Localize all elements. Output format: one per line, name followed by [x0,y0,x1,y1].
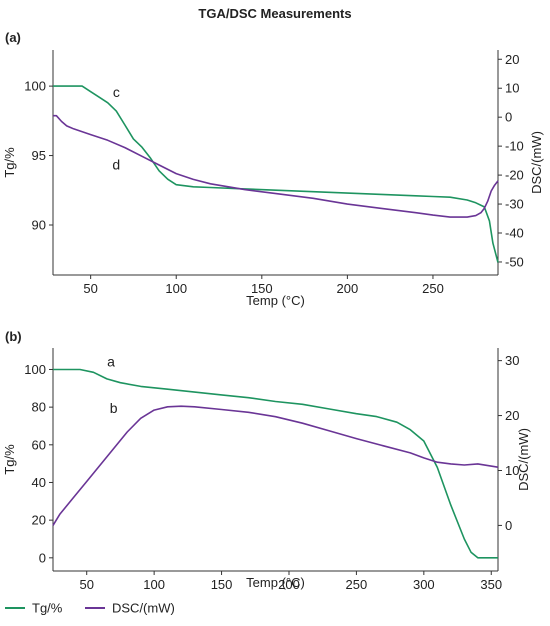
x-tick-label: 150 [251,281,273,296]
x-tick-label: 150 [211,577,233,592]
x-tick-label: 250 [422,281,444,296]
legend-label: DSC/(mW) [112,601,175,616]
y2-axis-label: DSC/(mW) [516,428,531,491]
x-axis-label: Temp (°C) [246,575,305,590]
x-axis-label: Temp (°C) [246,293,305,308]
y2-tick-label: -20 [505,168,524,183]
y2-tick-label: -10 [505,139,524,154]
x-tick-label: 50 [79,577,93,592]
x-tick-label: 100 [165,281,187,296]
y2-tick-label: 20 [505,408,519,423]
y2-tick-label: -50 [505,254,524,269]
curve-label: b [110,400,118,416]
series-line-dsc [53,114,499,218]
panel-label: (a) [5,30,21,45]
chart-title: TGA/DSC Measurements [198,6,352,21]
x-tick-label: 200 [337,281,359,296]
x-tick-label: 250 [346,577,368,592]
series-line-tg [53,85,499,263]
y2-tick-label: 10 [505,463,519,478]
y2-tick-label: -40 [505,226,524,241]
y2-tick-label: 10 [505,81,519,96]
y-tick-label: 40 [32,475,46,490]
y-tick-label: 0 [39,550,46,565]
y2-tick-label: 0 [505,110,512,125]
x-tick-label: 350 [480,577,502,592]
series-line-tg [53,368,498,559]
legend-label: Tg/% [32,601,63,616]
y-tick-label: 95 [32,148,46,163]
x-tick-label: 300 [413,577,435,592]
y2-tick-label: 30 [505,353,519,368]
y-tick-label: 90 [32,218,46,233]
y2-tick-label: -30 [505,197,524,212]
x-tick-label: 100 [143,577,165,592]
y-tick-label: 60 [32,437,46,452]
y2-axis-label: DSC/(mW) [529,131,544,194]
y2-tick-label: 20 [505,52,519,67]
y-axis-label: Tg/% [2,444,17,475]
x-tick-label: 200 [278,577,300,592]
y-tick-label: 100 [24,79,46,94]
y-axis-label: Tg/% [2,147,17,178]
curve-label: a [107,354,115,370]
curve-label: d [112,156,120,172]
curve-label: c [113,84,120,100]
series-line-dsc [52,405,499,526]
y-tick-label: 20 [32,513,46,528]
y2-tick-label: 0 [505,518,512,533]
y-tick-label: 100 [24,362,46,377]
x-tick-label: 50 [83,281,97,296]
panel-label: (b) [5,329,22,344]
y-tick-label: 80 [32,400,46,415]
